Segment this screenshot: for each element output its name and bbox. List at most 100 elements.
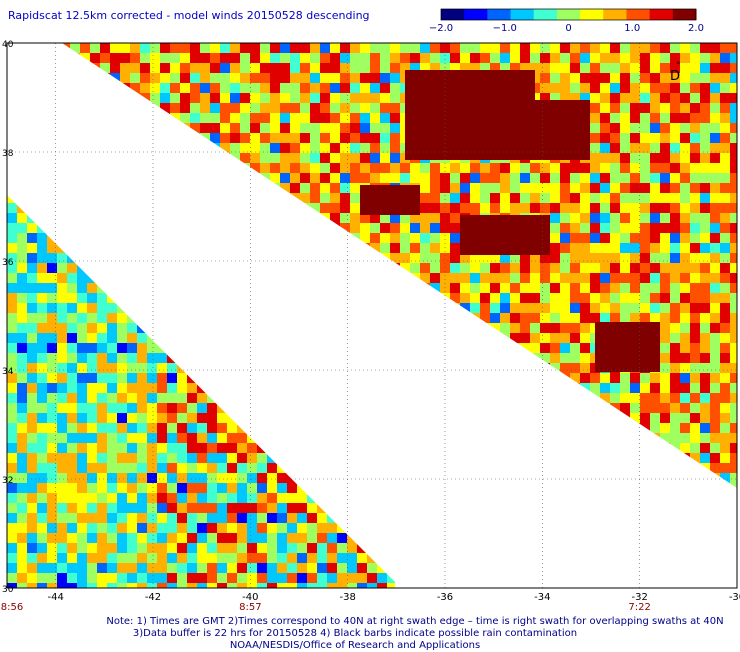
wind-cell	[347, 403, 357, 413]
wind-cell	[720, 253, 730, 263]
wind-cell	[420, 453, 430, 463]
wind-cell	[47, 523, 57, 533]
wind-cell	[530, 413, 540, 423]
wind-cell	[410, 453, 420, 463]
wind-cell	[530, 373, 540, 383]
wind-cell	[140, 213, 150, 223]
wind-cell	[280, 223, 290, 233]
wind-cell	[680, 103, 690, 113]
wind-cell	[127, 283, 137, 293]
wind-cell	[410, 43, 420, 53]
wind-cell	[37, 493, 47, 503]
wind-cell	[690, 163, 700, 173]
wind-cell	[230, 173, 240, 183]
wind-cell	[520, 293, 530, 303]
wind-cell	[277, 433, 287, 443]
wind-cell	[210, 43, 220, 53]
wind-cell	[37, 213, 47, 223]
wind-cell	[107, 293, 117, 303]
wind-cell	[220, 333, 230, 343]
wind-cell	[310, 463, 320, 473]
wind-cell	[530, 43, 540, 53]
wind-cell	[147, 263, 157, 273]
wind-cell	[80, 223, 90, 233]
wind-cell	[17, 283, 27, 293]
wind-cell	[670, 193, 680, 203]
wind-cell	[137, 223, 147, 233]
wind-cell	[340, 103, 350, 113]
wind-cell	[440, 253, 450, 263]
wind-cell	[340, 413, 350, 423]
wind-cell	[377, 453, 387, 463]
wind-cell	[730, 63, 737, 73]
wind-cell	[230, 363, 240, 373]
wind-cell	[247, 563, 257, 573]
wind-cell	[57, 203, 67, 213]
wind-cell	[240, 83, 250, 93]
wind-cell	[337, 233, 347, 243]
wind-cell	[147, 203, 157, 213]
wind-cell	[500, 363, 510, 373]
wind-cell	[500, 353, 510, 363]
wind-cell	[307, 533, 317, 543]
wind-cell	[217, 503, 227, 513]
wind-cell	[37, 463, 47, 473]
wind-cell	[350, 223, 360, 233]
wind-cell	[570, 463, 580, 473]
wind-cell	[297, 523, 307, 533]
wind-cell	[510, 53, 520, 63]
wind-cell	[317, 503, 327, 513]
wind-cell	[250, 63, 260, 73]
wind-cell	[280, 83, 290, 93]
wind-cell	[307, 493, 317, 503]
wind-cell	[690, 93, 700, 103]
wind-cell	[147, 513, 157, 523]
wind-cell	[150, 323, 160, 333]
wind-cell	[167, 493, 177, 503]
wind-cell	[247, 523, 257, 533]
wind-cell	[710, 193, 720, 203]
wind-cell	[177, 553, 187, 563]
wind-cell	[100, 253, 110, 263]
wind-cell	[540, 453, 550, 463]
wind-cell	[207, 303, 217, 313]
wind-cell	[630, 443, 640, 453]
wind-cell	[690, 113, 700, 123]
wind-cell	[250, 333, 260, 343]
wind-cell	[460, 403, 470, 413]
colorbar-segment	[510, 9, 535, 20]
wind-cell	[57, 195, 67, 203]
wind-cell	[710, 123, 720, 133]
wind-cell	[257, 253, 267, 263]
wind-cell	[480, 403, 490, 413]
wind-cell	[680, 203, 690, 213]
wind-cell	[90, 153, 100, 163]
wind-cell	[157, 303, 167, 313]
wind-cell	[400, 413, 410, 423]
wind-cell	[200, 193, 210, 203]
wind-cell	[620, 93, 630, 103]
wind-cell	[640, 273, 650, 283]
wind-cell	[130, 103, 140, 113]
wind-cell	[500, 493, 510, 503]
wind-cell	[320, 423, 330, 433]
wind-cell	[550, 243, 560, 253]
wind-cell	[500, 433, 510, 443]
wind-cell	[340, 213, 350, 223]
wind-cell	[690, 403, 700, 413]
wind-cell	[120, 103, 130, 113]
wind-cell	[480, 183, 490, 193]
wind-cell	[580, 53, 590, 63]
wind-cell	[280, 53, 290, 63]
wind-cell	[500, 203, 510, 213]
wind-cell	[630, 263, 640, 273]
wind-cell	[500, 403, 510, 413]
wind-cell	[300, 313, 310, 323]
wind-cell	[267, 573, 277, 583]
wind-cell	[177, 513, 187, 523]
wind-cell	[210, 183, 220, 193]
wind-cell	[630, 123, 640, 133]
wind-cell	[147, 293, 157, 303]
wind-cell	[510, 203, 520, 213]
wind-cell	[170, 293, 180, 303]
